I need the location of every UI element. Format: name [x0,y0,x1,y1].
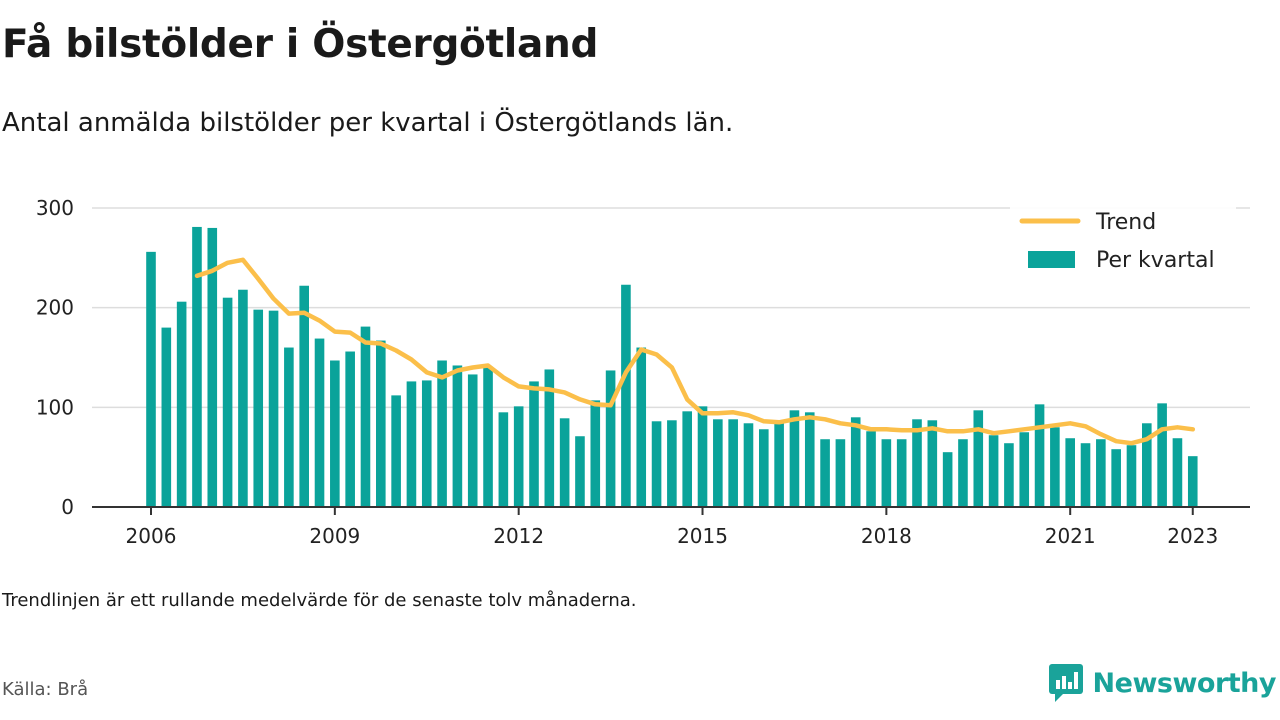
legend-bar-swatch [1028,251,1075,268]
source-text: Källa: Brå [2,679,89,700]
bar [605,370,616,507]
bar [896,439,907,507]
chart-note: Trendlinjen är ett rullande medelvärde f… [2,590,637,611]
bar [452,365,463,507]
bar [1019,432,1030,507]
bar [299,285,309,507]
trend-line [194,257,1196,446]
bar [437,360,447,507]
bar [912,419,922,507]
x-tick-label: 2018 [861,524,912,548]
bar [621,284,631,507]
bar [192,226,202,507]
bar [376,340,386,507]
x-tick-label: 2012 [493,524,544,548]
chart-subtitle: Antal anmälda bilstölder per kvartal i Ö… [2,108,734,138]
bar [590,400,601,507]
bar [146,251,156,507]
bar [1050,427,1060,507]
trend-line-layer [194,257,1196,446]
bar [713,419,723,507]
bar [804,412,815,507]
y-tick-label: 300 [36,196,74,220]
bar [988,435,999,507]
x-tick-label: 2023 [1167,524,1218,548]
bar [667,420,677,507]
bar [391,395,401,507]
x-axis-ticks: 2006 2009 2012 2015 2018 2021 2023 [126,507,1218,548]
bar [253,309,264,507]
bar [421,380,432,507]
legend-bar-label: Per kvartal [1096,248,1215,273]
brand-name: Newsworthy [1092,667,1277,699]
bar [161,327,172,507]
x-tick-label: 2021 [1045,524,1096,548]
bar [1034,404,1045,507]
chart-title: Få bilstölder i Östergötland [2,22,599,67]
bar [697,406,708,507]
bar [1126,445,1137,507]
bar [238,289,248,507]
bar [759,429,769,507]
bar [682,411,692,507]
y-tick-label: 0 [61,495,74,519]
bar [927,420,938,507]
bar [284,347,294,507]
bar [314,338,325,507]
bar [789,410,800,507]
bar [544,369,555,507]
bar [575,436,585,507]
bar [513,406,524,507]
y-axis-ticks: 0 100 200 300 [36,196,74,519]
bar [559,418,570,507]
bar [743,423,754,507]
bar [1004,443,1014,507]
bar [360,326,371,507]
y-tick-label: 200 [36,296,74,320]
bar [498,412,509,507]
bar [207,227,218,507]
bars [146,226,1198,507]
x-tick-label: 2009 [309,524,360,548]
bar [1142,423,1152,507]
bar [820,439,830,507]
bar [866,431,876,507]
bar [222,297,233,507]
bar [850,417,861,507]
bar [728,419,738,507]
bar [1111,449,1121,507]
bar [406,381,417,507]
legend-trend-label: Trend [1095,210,1156,235]
bar [636,347,647,507]
bar [1157,403,1167,507]
bar [268,310,279,507]
bar [774,423,784,507]
bar [958,439,968,507]
newsworthy-brand: Newsworthy [1048,664,1277,702]
bar [1187,456,1198,507]
bar [835,439,846,507]
bar [483,366,493,507]
bar [973,410,984,507]
bar [881,439,892,507]
bar [529,381,539,507]
x-tick-label: 2015 [677,524,728,548]
bar [651,421,662,507]
bar [942,452,953,507]
bar [345,351,355,507]
bar [1096,439,1106,507]
bar [1080,443,1091,507]
y-tick-label: 100 [36,395,74,419]
bar [1172,438,1183,507]
x-tick-label: 2006 [126,524,177,548]
bar [176,301,187,507]
legend: Trend Per kvartal [1010,202,1236,286]
bar [467,374,478,507]
legend-background [1010,202,1236,286]
bar [1065,438,1075,507]
bar [330,360,340,507]
newsworthy-logo-icon [1048,664,1083,702]
